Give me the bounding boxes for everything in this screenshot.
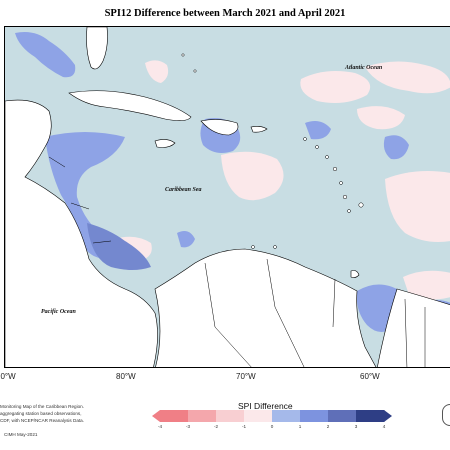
legend-swatch <box>328 410 357 422</box>
hispaniola-land <box>200 119 239 136</box>
south-america-land <box>154 248 377 367</box>
legend-tick-label: -1 <box>241 424 247 429</box>
land-masses <box>5 27 450 367</box>
footer-line-1: Monitoring Map of the Caribbean Region. <box>0 404 85 409</box>
legend-tick-label: 2 <box>326 424 330 429</box>
jamaica-land <box>154 139 176 148</box>
legend-swatch <box>188 410 217 422</box>
legend-colorbar <box>152 410 392 422</box>
country-borders <box>48 156 426 367</box>
logo-icon <box>442 404 450 426</box>
central-america-land <box>5 99 158 367</box>
caribbean-sea-label: Caribbean Sea <box>165 187 202 193</box>
map-title: SPI12 Difference between March 2021 and … <box>104 8 346 19</box>
legend-swatch <box>244 410 273 422</box>
legend-arrow-right <box>384 410 392 422</box>
credit-text: CIMH May-2021 <box>4 432 38 437</box>
cuba-land <box>68 90 192 121</box>
guianas-land <box>377 288 450 367</box>
lon-label-80w: 80°W <box>116 372 136 381</box>
legend-swatch <box>300 410 329 422</box>
lon-label-90w: 90°W <box>0 372 16 381</box>
legend-tick-label: 3 <box>354 424 358 429</box>
legend-swatch <box>356 410 385 422</box>
legend-swatch <box>160 410 189 422</box>
legend-tick-label: 4 <box>382 424 386 429</box>
pacific-ocean-label: Pacific Ocean <box>41 309 76 315</box>
lesser-antilles <box>181 53 364 249</box>
legend-tick-label: 1 <box>298 424 302 429</box>
legend-tick-label: -3 <box>185 424 191 429</box>
legend-arrow-left <box>152 410 160 422</box>
legend-tick-label: -2 <box>213 424 219 429</box>
atlantic-ocean-label: Atlantic Ocean <box>345 65 383 71</box>
trinidad-land <box>350 270 360 278</box>
puerto-rico-land <box>250 126 268 133</box>
lon-label-60w: 60°W <box>360 372 380 381</box>
legend-swatch <box>272 410 301 422</box>
lon-label-70w: 70°W <box>236 372 256 381</box>
legend-tick-label: -4 <box>157 424 163 429</box>
footer-line-3: CDF, with NCEP/NCAR Reanalysis Data. <box>0 418 84 423</box>
legend-tick-label: 0 <box>270 424 274 429</box>
footer-line-2: aggregating station based observations, <box>0 411 82 416</box>
spi-map <box>5 27 450 367</box>
florida-land <box>86 27 108 70</box>
map-panel: Atlantic Ocean Caribbean Sea Pacific Oce… <box>4 26 450 368</box>
legend-title: SPI Difference <box>238 401 293 411</box>
legend-swatch <box>216 410 245 422</box>
